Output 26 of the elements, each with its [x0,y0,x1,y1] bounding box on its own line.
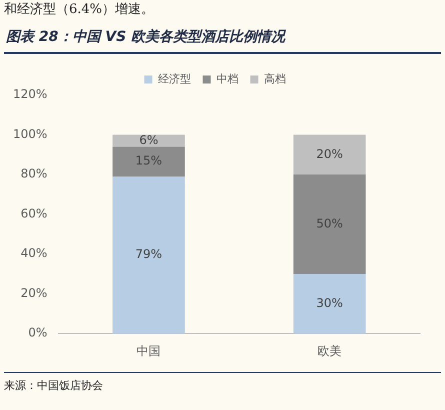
x-tick-label: 欧美 [318,344,342,358]
y-tick-label: 120% [12,87,48,102]
chart-title: 图表 28：中国 VS 欧美各类型酒店比例情况 [6,28,286,46]
bar [293,274,366,334]
legend-label: 经济型 [158,72,191,86]
bar [112,176,185,334]
y-tick-label: 40% [20,246,48,260]
text: 和经济型（6.4%）增速。 [4,1,154,18]
bar [293,134,366,175]
bar [293,174,366,274]
data-label: 15% [135,154,162,168]
y-tick-label: 0% [28,326,48,340]
legend-label: 高档 [264,72,286,86]
data-label: 6% [139,132,158,147]
data-label: 20% [316,146,343,161]
y-tick-label: 60% [20,206,48,220]
y-tick-label: 80% [20,166,48,181]
bar [112,146,185,177]
y-tick-label: 100% [12,126,48,141]
x-tick-label: 中国 [136,344,161,358]
legend-label: 中档 [216,72,238,86]
y-tick-label: 20% [20,286,48,300]
data-label: 30% [316,296,343,310]
source-note: 来源：中国饭店协会 [4,378,103,393]
data-label: 50% [316,216,343,230]
data-label: 79% [135,247,162,262]
